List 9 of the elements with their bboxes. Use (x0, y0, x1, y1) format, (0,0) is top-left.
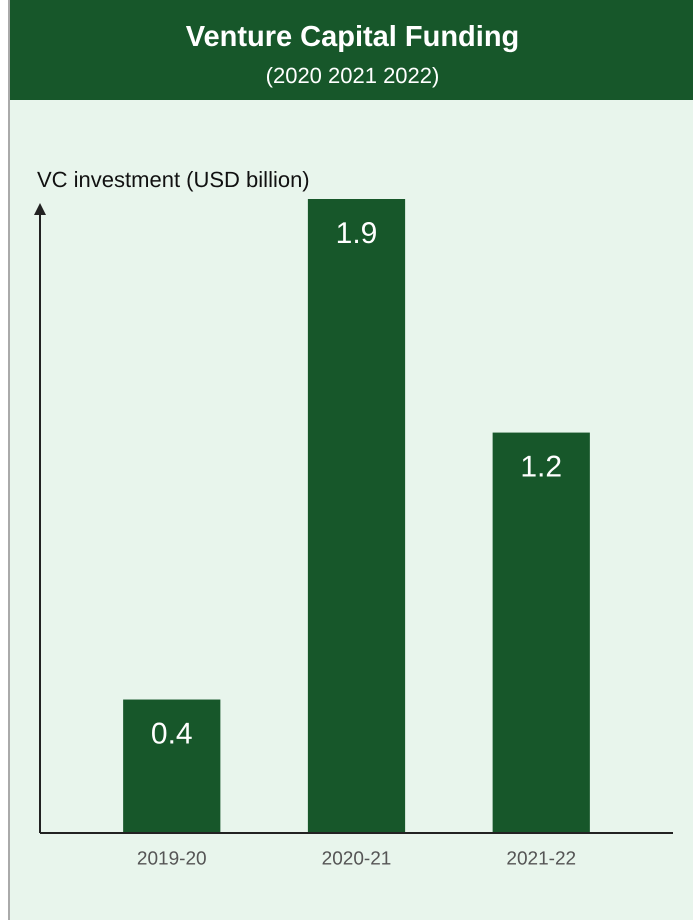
data-label: 1.2 (520, 450, 562, 484)
x-tick-label: 2019-20 (136, 848, 207, 870)
chart-subtitle: (2020 2021 2022) (266, 63, 440, 88)
x-tick-label: 2020-21 (322, 848, 392, 870)
x-tick-label: 2021-22 (506, 848, 576, 870)
chart-title: Venture Capital Funding (186, 21, 520, 53)
data-label: 1.9 (336, 217, 378, 250)
y-axis-title: VC investment (USD billion) (37, 167, 310, 192)
data-label: 0.4 (150, 718, 193, 751)
